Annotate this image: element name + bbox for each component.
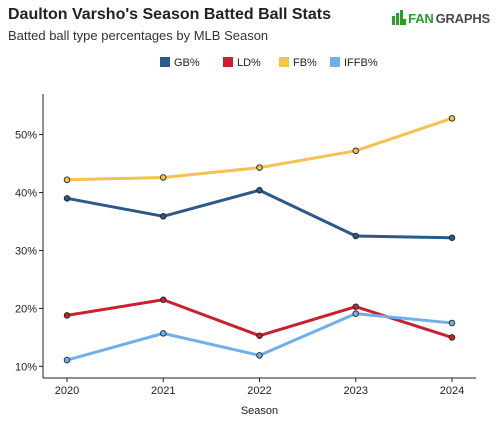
x-tick-label: 2022 — [247, 385, 271, 397]
data-point — [63, 195, 71, 202]
brand-prefix: FAN — [408, 10, 434, 26]
data-point — [352, 303, 360, 310]
y-tick-label: 30% — [15, 245, 37, 257]
legend-swatch — [160, 57, 170, 67]
series-fb — [63, 115, 456, 184]
series-line — [65, 188, 454, 240]
x-axis-label: Season — [241, 405, 278, 417]
y-tick-label: 50% — [15, 130, 37, 142]
data-point — [352, 310, 360, 317]
y-axis-ticks: 10% 20% 30% 40% 50% — [15, 130, 43, 373]
data-point — [63, 176, 71, 184]
legend-swatch — [330, 57, 340, 67]
legend-label: FB% — [293, 57, 317, 69]
data-point — [256, 332, 263, 339]
brand-logo: FAN GRAPHS — [392, 10, 490, 26]
data-point — [448, 234, 456, 241]
legend-label: IFFB% — [344, 57, 378, 69]
data-point — [448, 319, 456, 327]
y-tick-label: 40% — [15, 188, 37, 200]
data-point — [159, 296, 167, 304]
chart-subtitle: Batted ball type percentages by MLB Seas… — [8, 28, 269, 43]
y-tick-label: 10% — [15, 361, 37, 373]
legend-label: GB% — [174, 57, 200, 69]
legend-label: LD% — [237, 57, 261, 69]
data-point — [159, 213, 167, 220]
x-tick-label: 2023 — [344, 385, 368, 397]
data-point — [159, 174, 167, 181]
legend-swatch — [223, 57, 233, 67]
x-axis-ticks: 2020 2021 2022 2023 2024 — [55, 378, 464, 397]
data-point — [256, 352, 263, 359]
y-tick-label: 20% — [15, 303, 37, 315]
x-tick-label: 2021 — [151, 385, 175, 397]
data-point — [448, 115, 456, 122]
series-lines — [63, 115, 456, 364]
series-gb — [63, 186, 456, 241]
data-point — [256, 186, 263, 194]
data-point — [63, 312, 71, 319]
data-point — [159, 330, 167, 337]
data-point — [448, 334, 456, 341]
legend-swatch — [279, 57, 289, 67]
brand-suffix: GRAPHS — [435, 10, 491, 26]
data-point — [352, 147, 360, 155]
data-point — [63, 356, 71, 364]
x-tick-label: 2020 — [55, 385, 79, 397]
data-point — [352, 232, 360, 240]
chart-legend: GB% LD% FB% IFFB% — [160, 57, 378, 69]
x-tick-label: 2024 — [440, 385, 464, 397]
fangraphs-logo-icon — [392, 10, 407, 25]
data-point — [256, 164, 263, 171]
series-iffb — [63, 310, 456, 364]
chart-title: Daulton Varsho's Season Batted Ball Stat… — [8, 6, 331, 23]
